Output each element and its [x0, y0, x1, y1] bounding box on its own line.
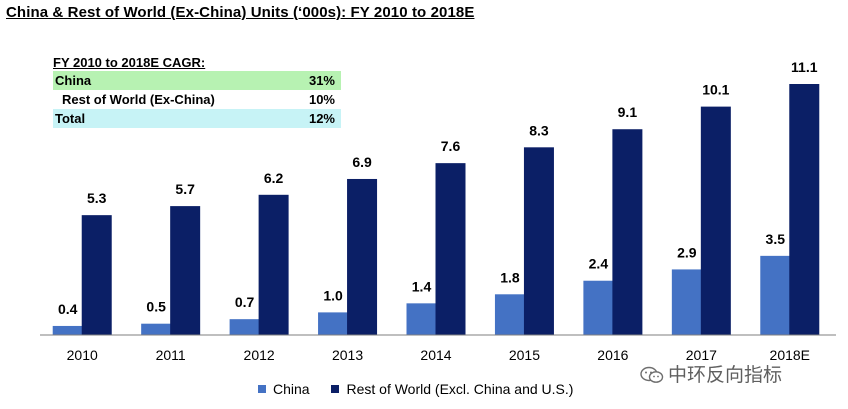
legend-label: China	[273, 381, 310, 397]
cagr-row-value: 31%	[308, 73, 335, 88]
cagr-table: FY 2010 to 2018E CAGR: China 31% Rest of…	[53, 54, 341, 128]
legend-label: Rest of World (Excl. China and U.S.)	[346, 381, 574, 397]
x-tick-label: 2016	[597, 347, 628, 363]
bar-rest-of-world-2011	[170, 206, 201, 335]
bar-rest-of-world-2012	[258, 194, 289, 335]
data-label: 11.1	[791, 59, 818, 75]
bar-rest-of-world-2015	[523, 147, 554, 335]
bar-rest-of-world-2016	[612, 129, 643, 335]
cagr-row-value: 12%	[308, 111, 335, 126]
cagr-row-value: 10%	[308, 92, 335, 107]
x-tick-label: 2012	[244, 347, 275, 363]
data-label: 8.3	[529, 122, 549, 138]
bar-china-2018E	[760, 255, 791, 335]
bar-china-2012	[229, 319, 260, 335]
data-label: 10.1	[702, 82, 729, 98]
legend-swatch-china	[258, 385, 266, 393]
data-label: 3.5	[766, 231, 786, 247]
x-tick-label: 2017	[686, 347, 717, 363]
data-label: 1.0	[323, 287, 343, 303]
cagr-table-heading: FY 2010 to 2018E CAGR:	[53, 55, 206, 70]
bar-rest-of-world-2017	[700, 106, 731, 335]
data-label: 5.3	[87, 190, 107, 206]
legend-item-rest-of-world: Rest of World (Excl. China and U.S.)	[331, 381, 573, 397]
x-tick-label: 2015	[509, 347, 540, 363]
bar-china-2015	[494, 294, 525, 335]
cagr-row-china: China 31%	[53, 71, 341, 90]
data-label: 1.4	[412, 278, 432, 294]
data-label: 5.7	[175, 181, 195, 197]
data-label: 0.7	[235, 294, 255, 310]
x-tick-label: 2011	[156, 347, 186, 363]
x-tick-label: 2010	[67, 347, 98, 363]
data-label: 0.4	[58, 301, 78, 317]
data-label: 6.2	[264, 170, 284, 186]
x-tick-label: 2014	[420, 347, 451, 363]
bar-china-2011	[141, 323, 172, 335]
legend-swatch-rest-of-world	[331, 385, 340, 393]
bar-rest-of-world-2018E	[789, 84, 820, 335]
watermark-text: 中环反向指标	[668, 365, 783, 386]
bar-rest-of-world-2013	[347, 178, 378, 335]
data-label: 1.8	[500, 269, 520, 285]
data-label: 2.9	[677, 244, 697, 260]
bar-rest-of-world-2010	[81, 215, 112, 335]
bar-china-2013	[318, 312, 349, 335]
x-tick-label: 2013	[332, 347, 363, 363]
data-label: 7.6	[441, 138, 461, 154]
wechat-icon	[640, 366, 664, 383]
chart-title: China & Rest of World (Ex-China) Units (…	[6, 4, 475, 21]
bar-china-2017	[671, 269, 702, 335]
data-label: 6.9	[352, 154, 372, 170]
data-label: 9.1	[618, 104, 638, 120]
bar-china-2016	[583, 280, 614, 335]
cagr-row-rest-of-world: Rest of World (Ex-China) 10%	[53, 90, 341, 109]
data-label: 0.5	[146, 299, 166, 315]
bar-china-2014	[406, 303, 437, 335]
legend: China Rest of World (Excl. China and U.S…	[258, 381, 591, 397]
cagr-row-label: Total	[55, 111, 86, 126]
cagr-row-total: Total 12%	[53, 109, 341, 128]
cagr-row-label: China	[55, 73, 92, 88]
bar-rest-of-world-2014	[435, 163, 466, 335]
cagr-row-label: Rest of World (Ex-China)	[62, 92, 215, 107]
x-tick-label: 2018E	[770, 347, 810, 363]
data-label: 2.4	[589, 256, 609, 272]
bar-china-2010	[52, 325, 83, 335]
watermark: 中环反向指标	[640, 360, 782, 387]
legend-item-china: China	[258, 381, 310, 397]
